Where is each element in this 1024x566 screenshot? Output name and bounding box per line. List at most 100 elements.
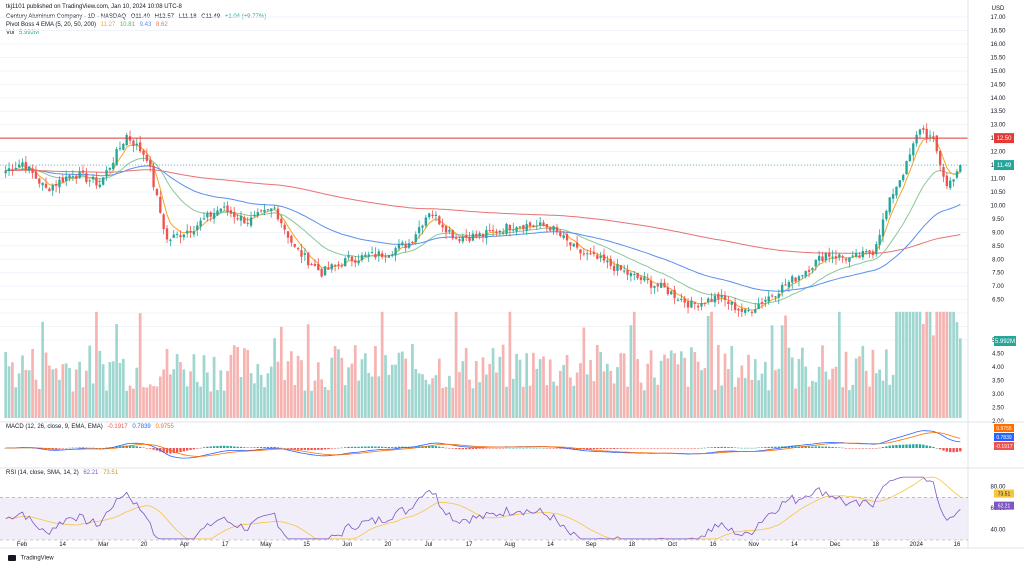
volume-bar (444, 386, 448, 418)
candle-body (21, 162, 24, 166)
macd-bar (347, 446, 350, 448)
volume-bar (182, 369, 186, 418)
candle-body (623, 270, 626, 272)
volume-bar (31, 348, 34, 418)
volume-bar (501, 344, 505, 418)
candle-body (310, 263, 313, 265)
candle-body (182, 234, 186, 238)
macd-bar (888, 445, 891, 448)
macd-bar (192, 448, 196, 450)
macd-bar (498, 448, 501, 449)
volume-bar (616, 367, 619, 418)
volume-bar (854, 358, 858, 418)
x-tick-label: 14 (547, 542, 554, 548)
candle-body (596, 255, 599, 259)
volume-bar (434, 375, 438, 418)
volume-bar (562, 364, 566, 418)
volume-bar (343, 385, 347, 418)
volume-bar (609, 370, 613, 418)
candle-body (804, 271, 807, 277)
volume-bar (128, 385, 132, 418)
candle-body (774, 296, 777, 298)
ema-legend-label: Pivot Boss 4 EMA (5, 20, 50, 200) (6, 22, 97, 28)
candle-body (303, 253, 307, 255)
volume-bar (895, 311, 898, 418)
candle-body (41, 182, 44, 186)
candle-body (61, 177, 65, 183)
candle-body (777, 293, 780, 298)
volume-bar (14, 387, 18, 418)
price-tick-label: 11.00 (991, 177, 1006, 183)
macd-bar (85, 447, 88, 449)
volume-bar (686, 386, 690, 418)
macd-bar (693, 448, 696, 449)
price-tick-label: 6.50 (992, 298, 1004, 304)
macd-bar (713, 447, 717, 448)
candle-body (535, 225, 538, 227)
candle-body (528, 222, 532, 226)
macd-bar (71, 447, 75, 449)
candle-body (586, 253, 589, 255)
macd-bar (901, 444, 905, 448)
volume-bar (88, 345, 92, 418)
macd-bar (337, 447, 340, 449)
macd-bar (199, 447, 202, 449)
volume-bar (706, 315, 710, 418)
volume-bar (158, 376, 162, 418)
macd-bar (649, 448, 653, 449)
volume-bar (253, 383, 256, 418)
volume-bar (41, 321, 45, 418)
volume-tick-label: 4.00 (992, 365, 1004, 371)
macd-bar (327, 448, 330, 450)
candle-body (838, 254, 841, 258)
macd-bar (717, 446, 720, 448)
candle-body (932, 136, 935, 138)
candle-body (925, 128, 928, 138)
macd-bar (908, 444, 912, 448)
candle-body (498, 230, 501, 233)
candle-body (370, 251, 374, 254)
candle-body (448, 229, 451, 232)
macd-bar (391, 447, 394, 448)
volume-bar (4, 351, 8, 418)
macd-bar (276, 447, 280, 448)
macd-signal-tag-text: 0.9755 (996, 426, 1012, 432)
tradingview-logo-icon (8, 555, 16, 561)
macd-bar (831, 446, 834, 448)
macd-bar (226, 445, 229, 448)
footer-brand: TradingView (20, 555, 54, 562)
volume-bar (468, 379, 471, 418)
candle-body (844, 259, 848, 261)
volume-bar (696, 361, 700, 418)
candle-body (340, 265, 343, 267)
volume-bar (767, 390, 771, 418)
volume-bar (229, 354, 233, 418)
volume-bar (44, 352, 48, 418)
candle-body (283, 224, 286, 230)
volume-bar (885, 349, 888, 418)
volume-bar (306, 324, 310, 418)
volume-bar (740, 365, 744, 418)
candle-body (142, 150, 145, 155)
x-tick-label: Mar (98, 542, 108, 548)
candle-body (54, 183, 58, 186)
volume-bar (831, 368, 834, 418)
macd-hist-tag-text: -0.1917 (996, 444, 1013, 450)
macd-bar (186, 448, 189, 451)
macd-bar (135, 446, 138, 448)
macd-bar (885, 446, 888, 448)
candle-body (599, 255, 602, 259)
macd-bar (488, 448, 491, 449)
volume-tag-text: 5.992M (995, 339, 1015, 345)
volume-bar (431, 378, 434, 418)
candle-body (898, 180, 901, 187)
candle-body (377, 251, 380, 256)
ema200-line (5, 169, 961, 254)
candle-body (881, 219, 885, 237)
volume-bar (757, 380, 760, 418)
candle-body (569, 242, 572, 246)
candle-body (922, 128, 925, 130)
macd-bar (801, 446, 804, 448)
volume-bar (958, 338, 962, 418)
volume-bar (713, 389, 717, 418)
